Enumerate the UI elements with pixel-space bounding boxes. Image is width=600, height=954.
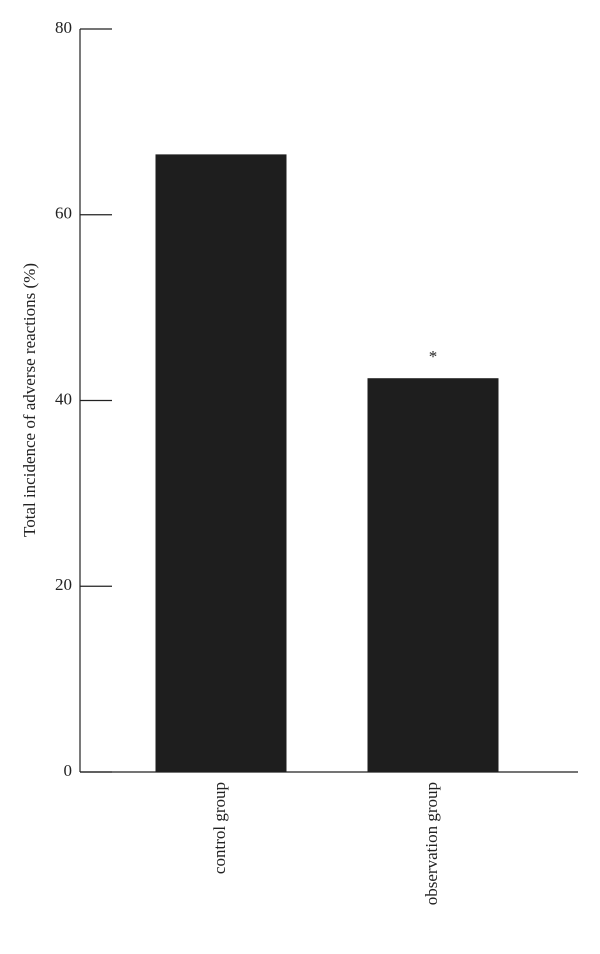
x-tick-label: observation group — [422, 782, 441, 905]
y-tick-label: 80 — [55, 18, 72, 37]
y-tick-label: 20 — [55, 575, 72, 594]
y-tick-label: 0 — [64, 761, 73, 780]
bar — [367, 378, 499, 772]
y-tick-label: 40 — [55, 389, 72, 408]
bar — [155, 154, 287, 773]
y-axis-label: Total incidence of adverse reactions (%) — [20, 263, 39, 537]
x-tick-label: control group — [210, 782, 229, 874]
y-tick-label: 60 — [55, 204, 72, 223]
annotation: * — [429, 347, 438, 366]
